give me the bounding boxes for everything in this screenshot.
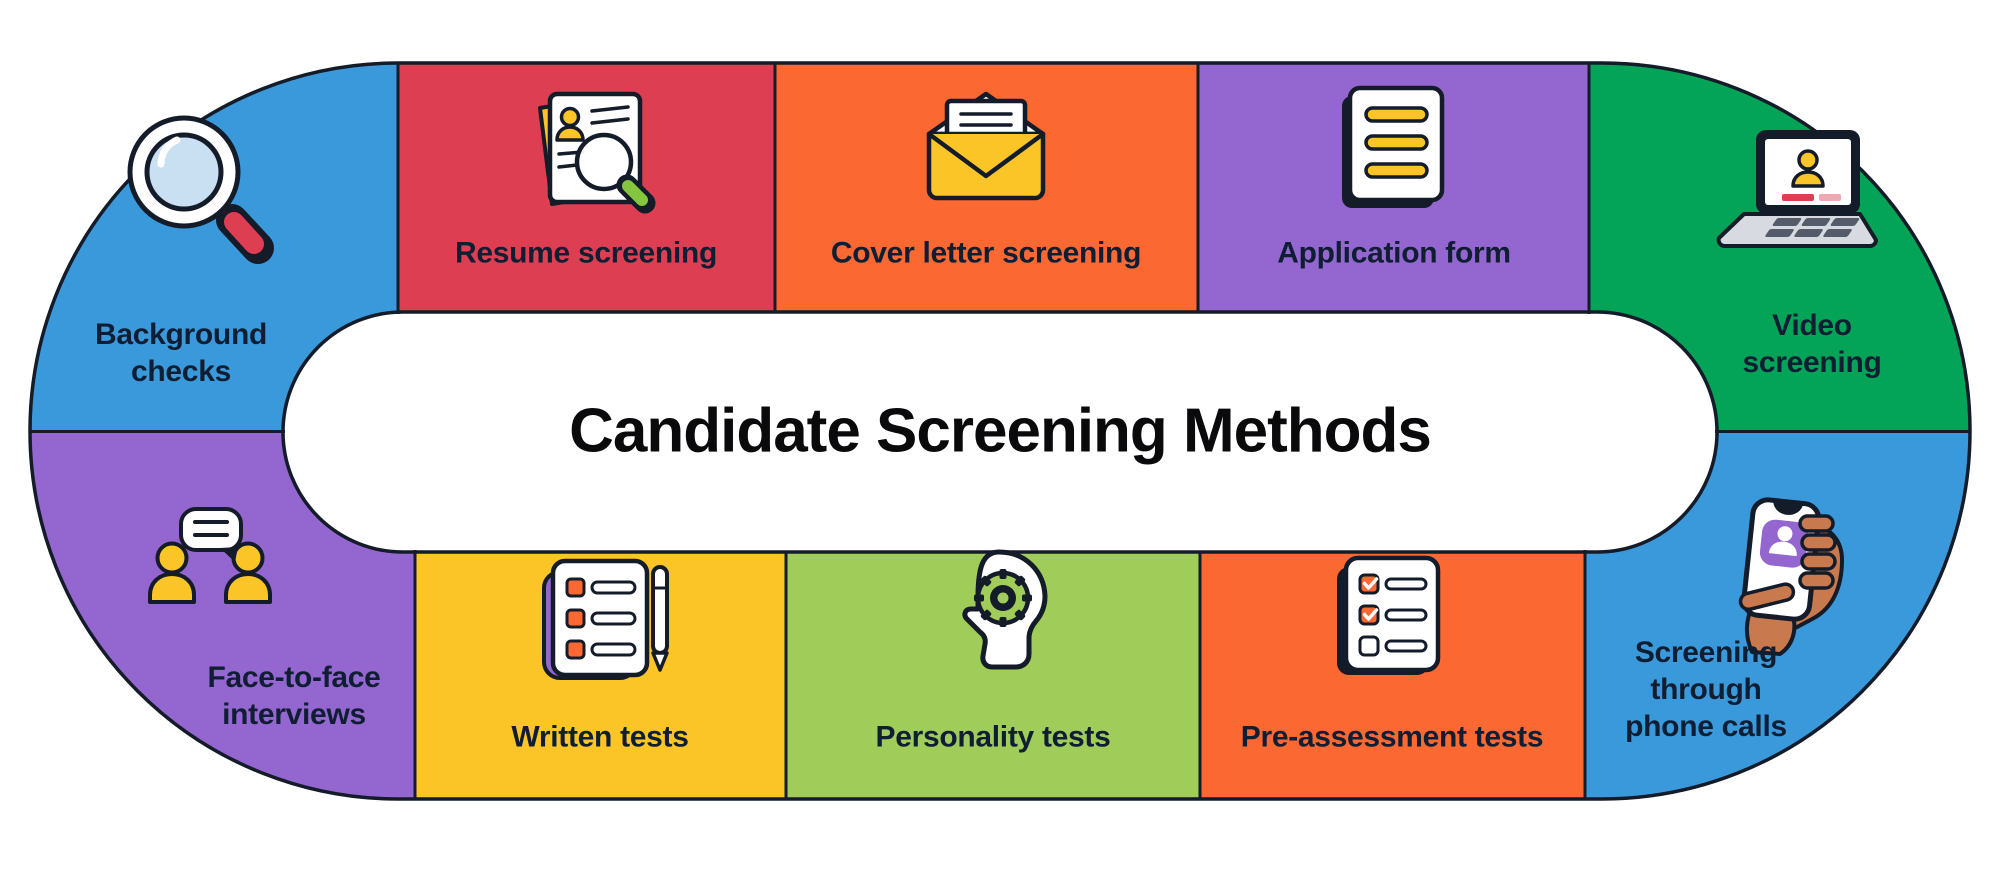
label-face-to-face-interviews: Face-to-face interviews bbox=[207, 660, 381, 731]
people-conversation-icon bbox=[148, 507, 272, 604]
laptop-video-icon bbox=[1716, 130, 1878, 248]
page-title: Candidate Screening Methods bbox=[569, 396, 1432, 466]
label-background-checks: Background checks bbox=[94, 317, 268, 388]
label-personality-tests: Personality tests bbox=[875, 720, 1111, 754]
segment-dividers bbox=[28, 61, 1972, 801]
hand-holding-phone-icon bbox=[1738, 497, 1844, 656]
gear-icon bbox=[974, 569, 1032, 627]
checklist-icon bbox=[1337, 555, 1441, 675]
open-envelope-icon bbox=[926, 91, 1046, 201]
label-resume-screening: Resume screening bbox=[455, 236, 717, 270]
resume-magnifier-icon bbox=[538, 91, 656, 214]
icons-layer bbox=[127, 85, 1878, 680]
label-pre-assessment-tests: Pre-assessment tests bbox=[1240, 720, 1544, 754]
clipboard-pen-icon bbox=[542, 558, 669, 680]
label-screening-through-phone-calls: Screening through phone calls bbox=[1625, 636, 1787, 744]
magnifying-glass-icon bbox=[127, 115, 274, 264]
form-document-icon bbox=[1342, 85, 1445, 208]
track-outline bbox=[28, 61, 1972, 801]
label-application-form: Application form bbox=[1277, 236, 1511, 270]
head-gear-icon bbox=[962, 549, 1048, 670]
label-cover-letter-screening: Cover letter screening bbox=[830, 236, 1142, 270]
label-video-screening: Video screening bbox=[1742, 308, 1882, 379]
label-written-tests: Written tests bbox=[511, 720, 689, 754]
